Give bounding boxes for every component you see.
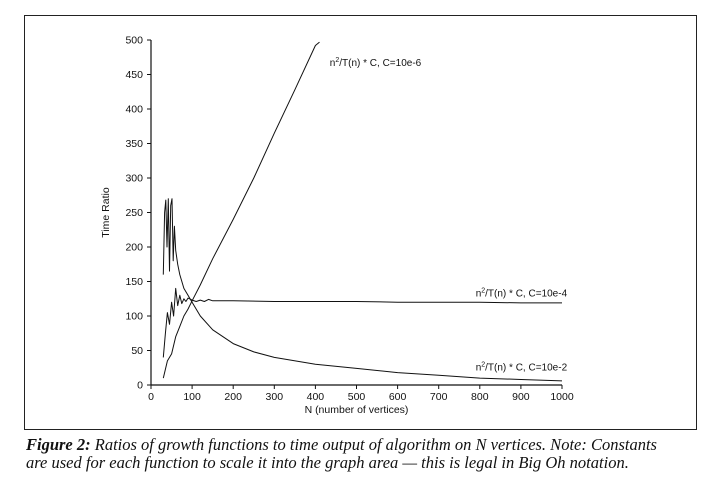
y-tick-label: 300 xyxy=(125,173,143,185)
y-tick-label: 150 xyxy=(125,276,143,288)
y-axis-title: Time Ratio xyxy=(100,187,112,238)
x-tick-label: 400 xyxy=(307,391,325,403)
caption-text: Ratios of growth functions to time outpu… xyxy=(26,435,657,472)
axes xyxy=(150,40,562,386)
series-label-1: n2/T(n) * C, C=10e-6 xyxy=(330,57,422,69)
y-tick-label: 250 xyxy=(125,207,143,219)
x-tick-label: 0 xyxy=(148,391,154,403)
x-tick-label: 600 xyxy=(389,391,407,403)
x-tick-label: 700 xyxy=(430,391,448,403)
y-tick-label: 450 xyxy=(125,69,143,81)
x-tick-label: 200 xyxy=(224,391,242,403)
y-tick-label: 0 xyxy=(137,380,143,392)
series-label-2: n2/T(n) * C, C=10e-4 xyxy=(476,288,568,300)
y-tick-label: 100 xyxy=(125,311,143,323)
x-tick-label: 300 xyxy=(266,391,284,403)
series-label-3: n2/T(n) * C, C=10e-2 xyxy=(476,362,568,374)
y-tick-label: 50 xyxy=(131,345,143,357)
series-group xyxy=(162,41,563,382)
series-labels: n2/T(n) * C, C=10e-6 n2/T(n) * C, C=10e-4… xyxy=(330,57,568,373)
series-line-1 xyxy=(162,41,320,379)
chart-svg: 0 50 100 150 200 250 300 350 400 450 500 0 100 200 300… xyxy=(100,35,574,416)
y-tick-label: 500 xyxy=(125,35,143,47)
series-line-3 xyxy=(162,198,563,382)
caption-label: Figure 2: xyxy=(26,435,91,454)
x-axis-title: N (number of vertices) xyxy=(305,404,409,416)
x-tick-label: 500 xyxy=(348,391,366,403)
x-tick-label: 800 xyxy=(471,391,489,403)
y-tick-label: 350 xyxy=(125,138,143,150)
series-line-2 xyxy=(162,287,562,358)
x-tick-label: 1000 xyxy=(550,391,574,403)
figure-caption: Figure 2: Ratios of growth functions to … xyxy=(26,436,666,471)
ticks: 0 50 100 150 200 250 300 350 400 450 500 0 100 200 300… xyxy=(125,35,573,403)
y-tick-label: 200 xyxy=(125,242,143,254)
figure-frame: 0 50 100 150 200 250 300 350 400 450 500 0 100 200 300… xyxy=(24,15,697,430)
y-tick-label: 400 xyxy=(125,104,143,116)
x-tick-label: 100 xyxy=(183,391,201,403)
x-tick-label: 900 xyxy=(512,391,530,403)
